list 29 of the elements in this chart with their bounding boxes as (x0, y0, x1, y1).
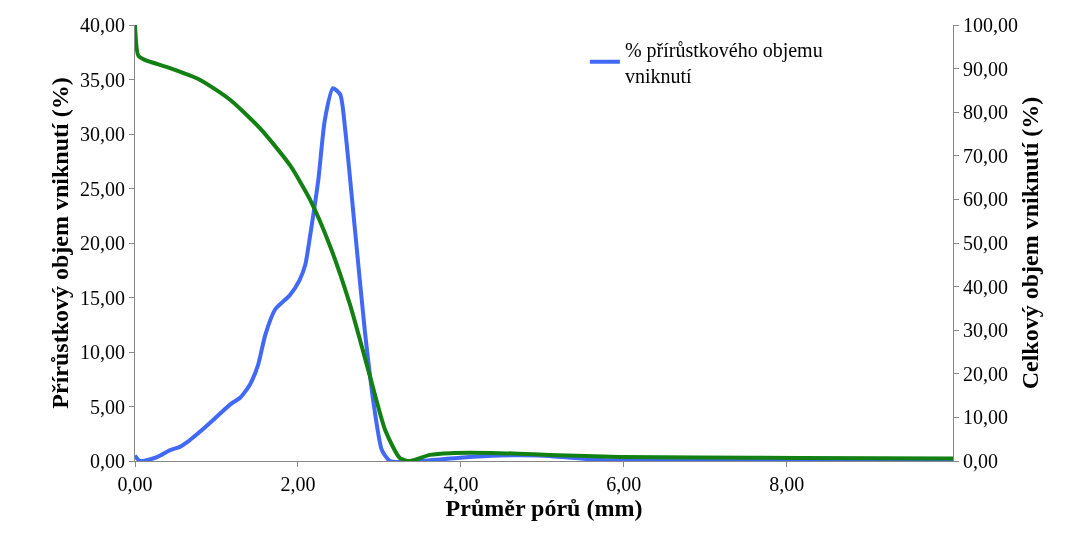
x-tick-label: 8,00 (769, 473, 805, 495)
y2-tick-label: 60,00 (963, 188, 1008, 211)
y-tick-label: 25,00 (80, 177, 125, 200)
y-tick-label: 30,00 (80, 123, 125, 145)
x-tick-label: 0,00 (117, 473, 153, 495)
y2-axis-title: Celkový objem vniknutí (%) (1017, 96, 1044, 390)
y-axis-title: Přírůstkový objem vniknutí (%) (47, 77, 74, 409)
y2-tick-label: 100,00 (963, 14, 1018, 36)
y2-tick-label: 80,00 (963, 101, 1008, 124)
y-tick-label: 35,00 (80, 68, 125, 91)
y-tick-label: 0,00 (90, 450, 125, 472)
y-tick-label: 5,00 (90, 395, 125, 418)
y-tick-label: 15,00 (80, 286, 125, 309)
y2-tick-label: 0,00 (963, 450, 998, 472)
y2-tick-label: 30,00 (963, 319, 1008, 342)
y2-tick-label: 50,00 (963, 232, 1008, 254)
x-tick-label: 4,00 (443, 473, 479, 495)
x-tick-label: 6,00 (606, 473, 642, 495)
x-tick-label: 2,00 (280, 473, 316, 495)
y2-tick-label: 40,00 (963, 275, 1008, 298)
legend-label: % přírůstkového objemu vniknutí (624, 38, 823, 87)
y-tick-label: 20,00 (80, 232, 125, 254)
y-tick-label: 40,00 (80, 14, 125, 36)
y2-tick-label: 70,00 (963, 144, 1008, 167)
y2-tick-label: 20,00 (963, 362, 1008, 385)
x-axis-title: Průměr pórů (mm) (445, 495, 643, 521)
y-tick-label: 10,00 (80, 341, 125, 363)
y2-tick-label: 10,00 (963, 406, 1008, 429)
y2-tick-label: 90,00 (963, 57, 1008, 80)
